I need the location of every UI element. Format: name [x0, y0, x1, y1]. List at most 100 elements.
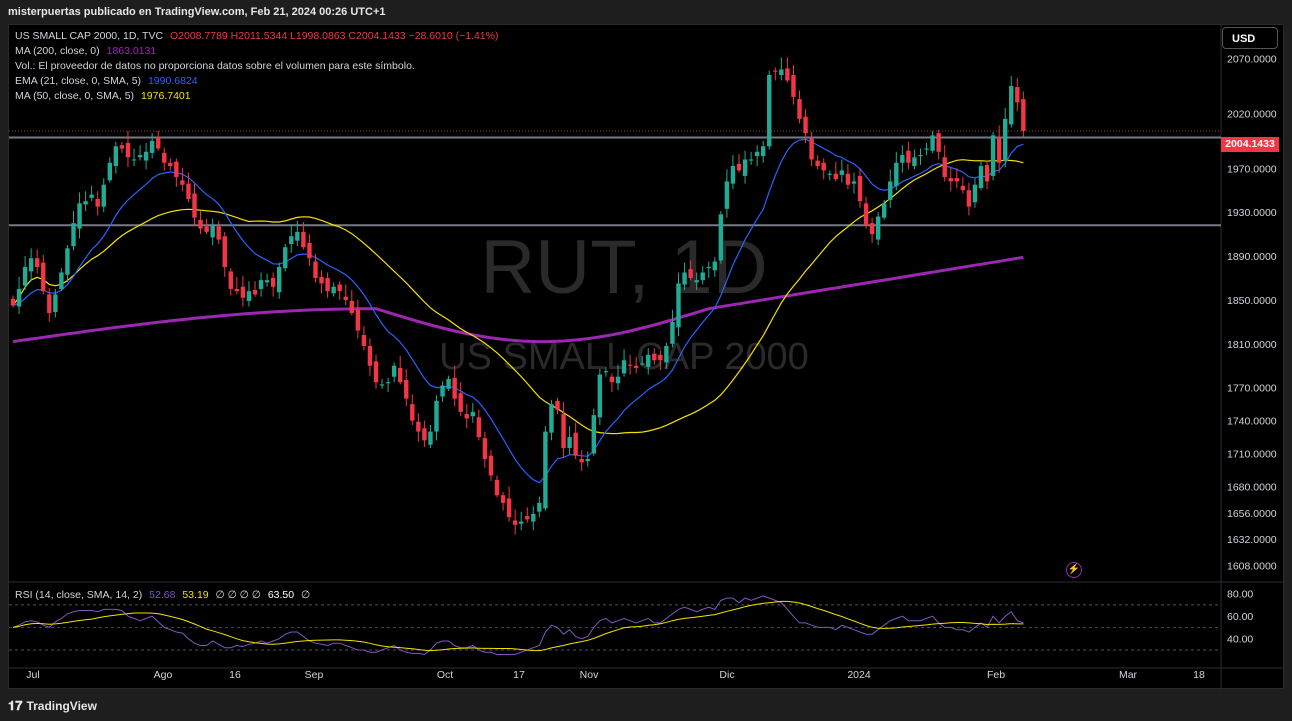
candle[interactable] — [47, 287, 52, 322]
candle[interactable] — [894, 151, 899, 191]
candle[interactable] — [331, 282, 336, 297]
candle[interactable] — [833, 161, 838, 182]
candle[interactable] — [863, 196, 869, 229]
candle[interactable] — [712, 257, 717, 277]
candle[interactable] — [313, 253, 318, 283]
candle[interactable] — [730, 155, 736, 190]
candle[interactable] — [918, 148, 923, 165]
flash-icon[interactable]: ⚡ — [1066, 562, 1082, 578]
footer-brand[interactable]: 𝟏𝟕 TradingView — [8, 698, 97, 714]
candle[interactable] — [591, 408, 596, 456]
candle[interactable] — [77, 192, 82, 239]
candle[interactable] — [1021, 91, 1026, 137]
candle[interactable] — [682, 262, 687, 291]
candle[interactable] — [391, 362, 397, 383]
candle[interactable] — [28, 248, 34, 282]
candle[interactable] — [906, 141, 911, 170]
candle[interactable] — [349, 290, 354, 316]
rsi-legend[interactable]: RSI (14, close, SMA, 14, 2) 52.68 53.19 … — [15, 589, 314, 601]
candle[interactable] — [561, 401, 566, 458]
candle[interactable] — [573, 422, 578, 460]
candle[interactable] — [35, 249, 40, 274]
candle[interactable] — [1015, 78, 1020, 112]
candle[interactable] — [295, 220, 300, 247]
candle[interactable] — [912, 149, 917, 170]
candle[interactable] — [888, 169, 893, 208]
candle[interactable] — [978, 160, 984, 191]
candle[interactable] — [301, 222, 306, 250]
candle[interactable] — [107, 157, 112, 183]
candle[interactable] — [53, 288, 58, 318]
currency-button[interactable]: USD — [1222, 27, 1278, 49]
candle[interactable] — [156, 130, 161, 151]
candle[interactable] — [228, 268, 233, 296]
candle[interactable] — [385, 377, 391, 393]
candle[interactable] — [264, 273, 270, 287]
candle[interactable] — [355, 299, 361, 339]
candle[interactable] — [954, 168, 959, 188]
ema21-line[interactable] — [12, 138, 1024, 484]
candle[interactable] — [89, 185, 94, 202]
candle[interactable] — [525, 507, 530, 523]
candle[interactable] — [543, 426, 548, 511]
candle[interactable] — [337, 281, 342, 300]
candle[interactable] — [95, 191, 100, 216]
candle[interactable] — [131, 148, 137, 167]
candle[interactable] — [367, 338, 373, 376]
legend-ma200[interactable]: MA (200, close, 0) 1863.0131 — [15, 45, 160, 57]
candle[interactable] — [724, 169, 730, 218]
candle[interactable] — [379, 378, 385, 389]
candle[interactable] — [162, 147, 167, 171]
candle[interactable] — [633, 356, 639, 374]
candle[interactable] — [851, 172, 857, 194]
candle[interactable] — [803, 109, 808, 144]
candle[interactable] — [125, 130, 131, 168]
candle[interactable] — [748, 151, 754, 165]
legend-ema21[interactable]: EMA (21, close, 0, SMA, 5) 1990.6824 — [15, 75, 202, 87]
candle[interactable] — [277, 262, 282, 299]
candle[interactable] — [361, 326, 367, 351]
candle[interactable] — [398, 355, 403, 385]
chart-frame[interactable]: RUT, 1D US SMALL CAP 2000 2070.0000 2020.00… — [8, 24, 1285, 690]
candle[interactable] — [537, 496, 542, 518]
rsi-sma-line[interactable] — [12, 600, 1024, 652]
candle[interactable] — [458, 382, 463, 417]
candle[interactable] — [422, 420, 427, 447]
candle[interactable] — [718, 211, 724, 264]
candle[interactable] — [815, 155, 820, 170]
candle[interactable] — [827, 170, 832, 181]
candle[interactable] — [676, 272, 681, 337]
candle[interactable] — [664, 342, 669, 370]
candle[interactable] — [59, 268, 64, 292]
candle[interactable] — [694, 272, 699, 291]
candle[interactable] — [742, 150, 748, 184]
candle[interactable] — [767, 70, 772, 150]
candle[interactable] — [882, 200, 887, 220]
candle[interactable] — [22, 256, 28, 291]
candle[interactable] — [773, 67, 778, 81]
candle[interactable] — [119, 141, 125, 153]
candle[interactable] — [325, 272, 330, 298]
candle[interactable] — [549, 399, 554, 441]
candle[interactable] — [791, 65, 796, 105]
candle[interactable] — [404, 369, 409, 407]
candle[interactable] — [452, 365, 457, 407]
candle[interactable] — [585, 451, 590, 467]
candle[interactable] — [984, 160, 990, 190]
candle[interactable] — [464, 404, 469, 429]
candle[interactable] — [234, 276, 240, 295]
candle[interactable] — [252, 281, 258, 297]
candle[interactable] — [10, 295, 16, 308]
candle[interactable] — [307, 234, 312, 266]
legend-ma50[interactable]: MA (50, close, 0, SMA, 5) 1976.7401 — [15, 90, 195, 102]
candle[interactable] — [972, 178, 978, 208]
candle[interactable] — [857, 168, 863, 208]
candle[interactable] — [476, 409, 482, 441]
candle[interactable] — [875, 212, 881, 246]
candle[interactable] — [615, 364, 621, 390]
candle[interactable] — [506, 486, 512, 522]
candle[interactable] — [83, 191, 88, 212]
candle[interactable] — [603, 366, 609, 377]
ma200-line[interactable] — [12, 255, 1024, 344]
